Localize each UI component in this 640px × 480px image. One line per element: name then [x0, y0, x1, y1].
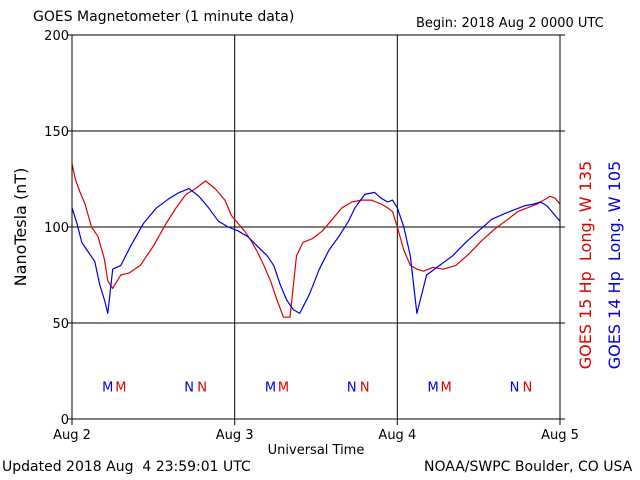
tick-label-x-3: Aug 5	[541, 428, 579, 443]
tick-label-y-200: 200	[44, 29, 69, 44]
axis-ticks: 0 50 100 150 200 Aug 2 Aug 3 Aug 4 Aug 5	[44, 29, 579, 443]
marker-n-3: N	[197, 380, 207, 395]
marker-n-10: N	[510, 380, 520, 395]
credit: NOAA/SWPC Boulder, CO USA	[424, 459, 633, 475]
legend-goes15: GOES 15 Hp Long. W 135	[576, 161, 595, 369]
y-axis-label: NanoTesla (nT)	[11, 168, 30, 287]
x-axis-label: Universal Time	[268, 443, 365, 458]
marker-m-1: M	[115, 380, 126, 395]
marker-m-5: M	[278, 380, 289, 395]
marker-n-2: N	[184, 380, 194, 395]
series-layer	[71, 163, 561, 318]
series-line-goes15	[71, 163, 561, 318]
tick-label-y-0: 0	[61, 413, 69, 428]
marker-n-11: N	[523, 380, 533, 395]
updated-timestamp: Updated 2018 Aug 4 23:59:01 UTC	[2, 459, 251, 475]
marker-m-0: M	[102, 380, 113, 395]
legend-goes14: GOES 14 Hp Long. W 105	[605, 161, 624, 369]
begin-time: Begin: 2018 Aug 2 0000 UTC	[416, 16, 604, 31]
marker-m-9: M	[441, 380, 452, 395]
series-line-goes14	[71, 188, 561, 314]
tick-label-x-2: Aug 4	[378, 428, 416, 443]
marker-m-8: M	[428, 380, 439, 395]
tick-label-x-1: Aug 3	[216, 428, 254, 443]
tick-label-y-100: 100	[44, 221, 69, 236]
tick-label-y-50: 50	[52, 317, 69, 332]
grid	[72, 35, 560, 419]
tick-label-y-150: 150	[44, 125, 69, 140]
chart-title: GOES Magnetometer (1 minute data)	[33, 9, 295, 25]
marker-n-7: N	[360, 380, 370, 395]
marker-m-4: M	[265, 380, 276, 395]
tick-label-x-0: Aug 2	[53, 428, 91, 443]
marker-n-6: N	[347, 380, 357, 395]
